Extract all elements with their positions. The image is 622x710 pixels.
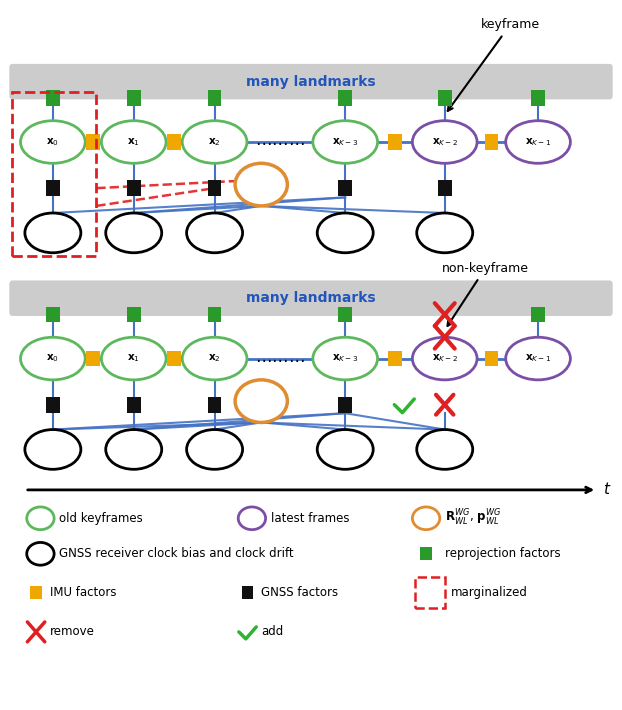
Ellipse shape — [187, 213, 243, 253]
Text: $\mathbf{R}_{WL}^{WG}$, $\mathbf{p}_{WL}^{WG}$: $\mathbf{R}_{WL}^{WG}$, $\mathbf{p}_{WL}… — [445, 508, 501, 528]
Ellipse shape — [238, 507, 266, 530]
Ellipse shape — [235, 380, 287, 422]
Ellipse shape — [182, 337, 247, 380]
Bar — [127, 90, 141, 106]
Bar — [531, 90, 545, 106]
Bar — [127, 180, 141, 196]
Text: remove: remove — [50, 626, 95, 638]
Bar — [127, 307, 141, 322]
Bar — [46, 397, 60, 413]
Text: reprojection factors: reprojection factors — [445, 547, 560, 560]
Text: $\cdots\cdots\cdots$: $\cdots\cdots\cdots$ — [255, 133, 305, 151]
Ellipse shape — [506, 337, 570, 380]
Text: IMU factors: IMU factors — [50, 586, 116, 599]
Bar — [531, 307, 545, 322]
Ellipse shape — [313, 337, 378, 380]
Ellipse shape — [182, 121, 247, 163]
Bar — [338, 180, 352, 196]
Bar — [242, 586, 253, 599]
Ellipse shape — [101, 337, 166, 380]
Bar — [438, 90, 452, 106]
Bar — [208, 307, 221, 322]
Text: many landmarks: many landmarks — [246, 75, 376, 89]
Text: non-keyframe: non-keyframe — [442, 262, 529, 326]
Text: $\mathbf{x}_{2}$: $\mathbf{x}_{2}$ — [208, 353, 221, 364]
Bar — [208, 90, 221, 106]
Bar — [208, 397, 221, 413]
Ellipse shape — [25, 213, 81, 253]
Bar — [485, 134, 498, 150]
Bar — [46, 180, 60, 196]
Text: $\mathbf{x}_{{K-3}}$: $\mathbf{x}_{{K-3}}$ — [332, 353, 358, 364]
Text: GNSS factors: GNSS factors — [261, 586, 338, 599]
Text: $\mathbf{x}_{0}$: $\mathbf{x}_{0}$ — [47, 353, 59, 364]
Text: $\mathbf{x}_{2}$: $\mathbf{x}_{2}$ — [208, 136, 221, 148]
Text: t: t — [603, 482, 610, 498]
Bar — [420, 547, 432, 560]
Ellipse shape — [21, 121, 85, 163]
Ellipse shape — [27, 542, 54, 565]
Bar — [127, 397, 141, 413]
Text: keyframe: keyframe — [448, 18, 540, 111]
Ellipse shape — [101, 121, 166, 163]
Text: $\mathbf{x}_{{K-2}}$: $\mathbf{x}_{{K-2}}$ — [432, 136, 458, 148]
Ellipse shape — [412, 507, 440, 530]
Bar — [388, 134, 402, 150]
Bar — [46, 90, 60, 106]
Bar — [208, 180, 221, 196]
Bar — [338, 307, 352, 322]
FancyBboxPatch shape — [9, 280, 613, 316]
Ellipse shape — [412, 121, 477, 163]
Text: marginalized: marginalized — [451, 586, 528, 599]
Ellipse shape — [235, 163, 287, 206]
Bar — [167, 134, 181, 150]
Text: $\mathbf{x}_{{K-3}}$: $\mathbf{x}_{{K-3}}$ — [332, 136, 358, 148]
Text: latest frames: latest frames — [271, 512, 349, 525]
Text: $\mathbf{x}_{{K-1}}$: $\mathbf{x}_{{K-1}}$ — [525, 353, 551, 364]
Text: $\mathbf{x}_{1}$: $\mathbf{x}_{1}$ — [128, 136, 140, 148]
Ellipse shape — [317, 430, 373, 469]
Bar — [86, 134, 100, 150]
Text: $\mathbf{x}_{1}$: $\mathbf{x}_{1}$ — [128, 353, 140, 364]
Text: $\cdots\cdots\cdots$: $\cdots\cdots\cdots$ — [255, 349, 305, 368]
FancyBboxPatch shape — [9, 64, 613, 99]
Bar — [167, 351, 181, 366]
Bar — [46, 307, 60, 322]
Bar — [438, 180, 452, 196]
Ellipse shape — [506, 121, 570, 163]
Bar — [338, 397, 352, 413]
Text: $\mathbf{x}_{{K-2}}$: $\mathbf{x}_{{K-2}}$ — [432, 353, 458, 364]
Text: many landmarks: many landmarks — [246, 291, 376, 305]
Bar — [485, 351, 498, 366]
Text: $\mathbf{x}_{0}$: $\mathbf{x}_{0}$ — [47, 136, 59, 148]
Ellipse shape — [317, 213, 373, 253]
Text: old keyframes: old keyframes — [59, 512, 143, 525]
Ellipse shape — [417, 430, 473, 469]
Ellipse shape — [417, 213, 473, 253]
Text: GNSS receiver clock bias and clock drift: GNSS receiver clock bias and clock drift — [59, 547, 294, 560]
Ellipse shape — [27, 507, 54, 530]
Text: $\mathbf{x}_{{K-1}}$: $\mathbf{x}_{{K-1}}$ — [525, 136, 551, 148]
Bar — [338, 90, 352, 106]
Ellipse shape — [106, 430, 162, 469]
Ellipse shape — [21, 337, 85, 380]
Ellipse shape — [412, 337, 477, 380]
Bar — [30, 586, 42, 599]
Ellipse shape — [25, 430, 81, 469]
Ellipse shape — [106, 213, 162, 253]
Bar — [86, 351, 100, 366]
Bar — [388, 351, 402, 366]
Text: add: add — [261, 626, 284, 638]
Ellipse shape — [187, 430, 243, 469]
Ellipse shape — [313, 121, 378, 163]
